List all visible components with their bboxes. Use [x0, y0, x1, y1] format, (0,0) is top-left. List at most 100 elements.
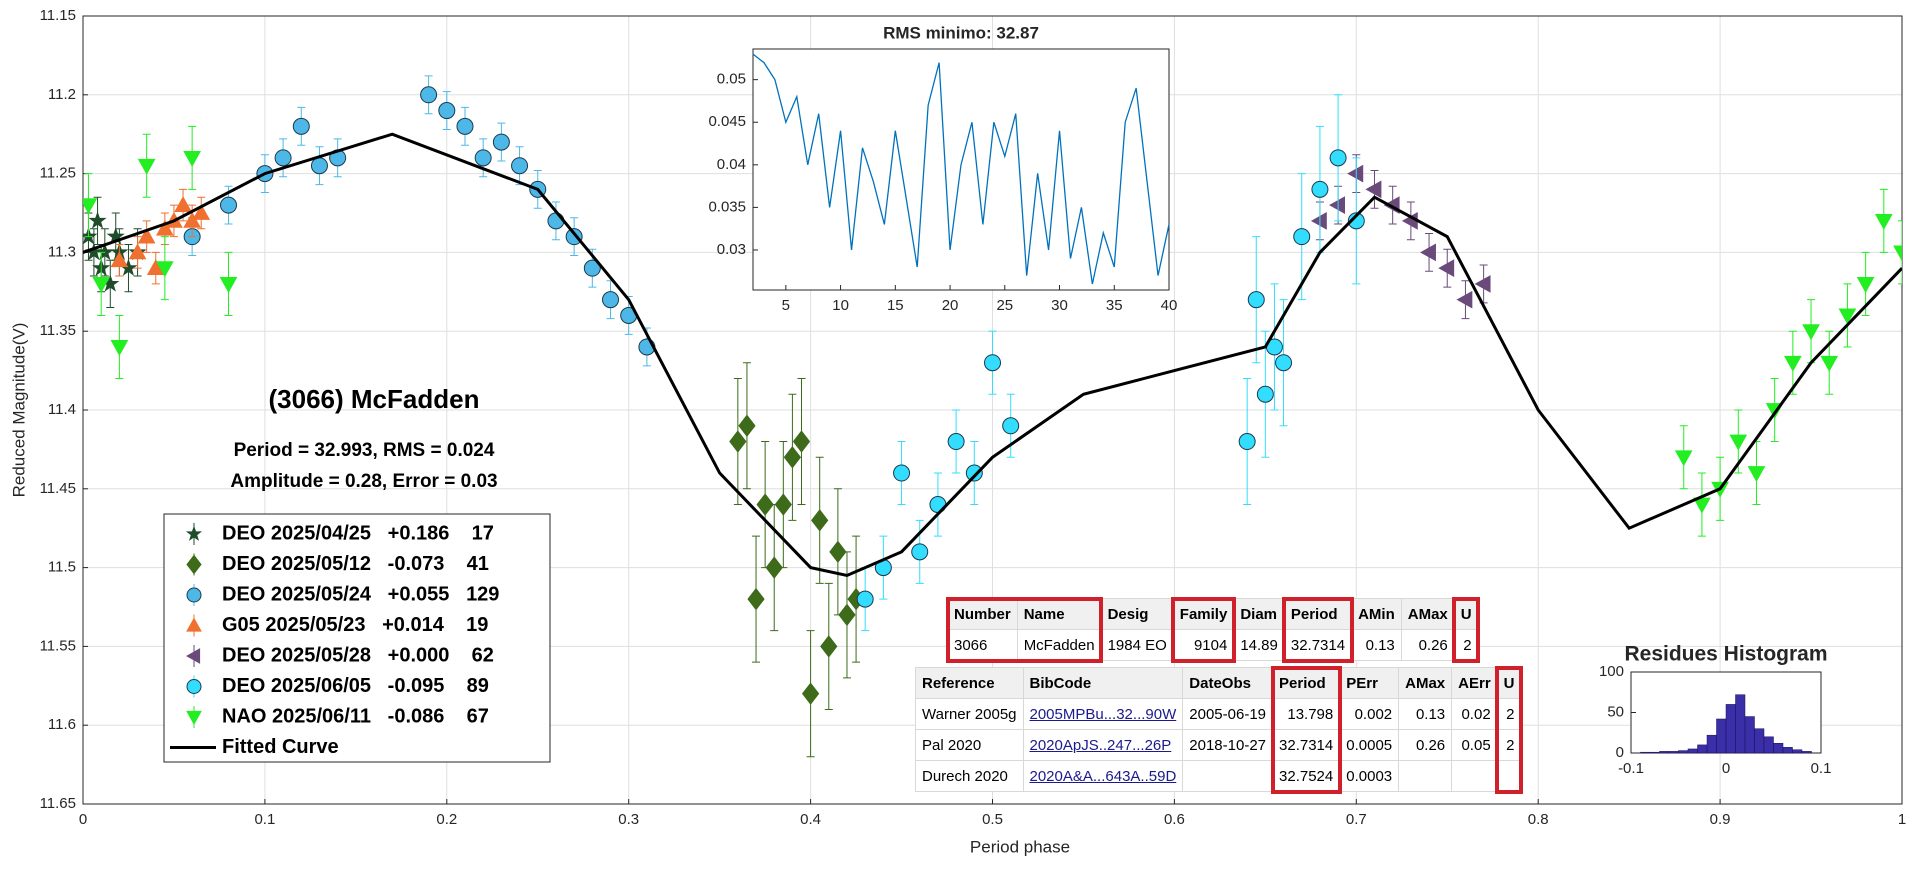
chart-title: Residues Histogram: [1624, 643, 1827, 666]
marker: [729, 430, 747, 453]
legend-marker: [186, 554, 202, 575]
x-tick-label: 0: [79, 811, 87, 828]
marker: [438, 102, 456, 119]
marker: [83, 198, 98, 215]
cell: 2005-06-19: [1182, 698, 1274, 730]
y-tick-label: 100: [1599, 663, 1624, 680]
y-tick-label: 0.045: [708, 113, 746, 130]
marker: [110, 251, 129, 268]
header-cell: Family: [1172, 598, 1235, 630]
marker: [92, 277, 111, 293]
annotation: Period = 32.993, RMS = 0.024: [234, 440, 495, 461]
x-tick-label: -0.1: [1618, 760, 1644, 777]
marker: [220, 196, 238, 214]
cell: 32.7314: [1272, 729, 1341, 761]
hist-bar: [1763, 736, 1774, 754]
marker: [547, 212, 565, 230]
cell: 32.7314: [1283, 629, 1353, 661]
cell: 13.798: [1272, 698, 1341, 730]
y-tick-label: 0.05: [717, 71, 746, 88]
x-axis-label: Period phase: [970, 837, 1070, 856]
y-tick-label: 50: [1607, 703, 1624, 720]
x-tick-label: 0.3: [618, 811, 639, 828]
marker: [492, 133, 510, 151]
y-tick-label: 0.04: [717, 156, 746, 173]
marker: [183, 150, 201, 167]
y-tick-label: 11.55: [40, 637, 76, 654]
marker: [192, 203, 211, 220]
link[interactable]: 2005MPBu...32...90W: [1022, 698, 1184, 730]
link[interactable]: 2020A&A...643A..59D: [1022, 760, 1184, 792]
hist-bar: [1649, 751, 1660, 754]
marker: [947, 433, 965, 450]
legend-marker: [186, 710, 202, 726]
cell: [1182, 760, 1274, 792]
legend-label: DEO 2025/05/24 +0.055 129: [222, 583, 499, 605]
row: Warner 2005g 2005MPBu...32...90W 2005-06-1…: [915, 698, 1522, 730]
legend-box: [163, 513, 551, 763]
header-cell: DateObs: [1182, 667, 1274, 699]
cell: 0.0003: [1339, 760, 1400, 792]
cell: 3066: [947, 629, 1018, 661]
marker: [1238, 433, 1256, 450]
legend-label: DEO 2025/05/12 -0.073 41: [222, 553, 489, 575]
marker: [856, 590, 874, 608]
header-cell: Period: [1283, 598, 1353, 630]
marker: [1729, 434, 1748, 451]
x-tick-label: 0.1: [254, 811, 275, 828]
cell: 2: [1496, 698, 1522, 730]
y-tick-label: 0: [1616, 744, 1624, 761]
header-cell: U: [1496, 667, 1522, 699]
x-tick-label: 0.1: [1811, 760, 1832, 777]
marker: [511, 157, 529, 175]
marker: [1275, 354, 1293, 372]
cell: 0.0005: [1339, 729, 1400, 761]
x-tick-label: 40: [1161, 297, 1178, 314]
header-cell: Name: [1016, 598, 1102, 630]
marker: [747, 587, 765, 611]
marker: [1420, 243, 1436, 262]
plot-data: [83, 75, 1902, 758]
header-cell: AMax: [1400, 598, 1455, 630]
y-tick-label: 11.3: [48, 243, 76, 260]
marker: [1293, 228, 1311, 246]
x-tick-label: 30: [1051, 297, 1068, 314]
marker: [783, 446, 802, 469]
x-tick-label: 5: [782, 297, 790, 314]
cell: 14.89: [1233, 629, 1285, 661]
marker: [1002, 417, 1020, 435]
cell: 1984 EO: [1100, 629, 1174, 661]
annotation: Amplitude = 0.28, Error = 0.03: [230, 471, 497, 492]
cell: Pal 2020: [915, 729, 1024, 761]
marker: [1874, 213, 1893, 230]
marker: [292, 117, 310, 135]
marker: [811, 509, 829, 532]
marker: [1329, 196, 1346, 214]
x-tick-label: 0.9: [1710, 811, 1731, 828]
y-tick-label: 11.2: [48, 86, 76, 103]
legend-marker: [186, 587, 202, 603]
cell: 0.26: [1398, 729, 1453, 761]
x-tick-label: 1: [1898, 811, 1906, 828]
header-cell: BibCode: [1022, 667, 1184, 699]
marker: [801, 682, 820, 705]
marker: [1674, 450, 1693, 467]
legend-label: G05 2025/05/23 +0.014 19: [222, 614, 488, 636]
legend-label: NAO 2025/06/11 -0.086 67: [222, 705, 489, 727]
marker: [1893, 245, 1902, 262]
x-tick-label: 0.8: [1528, 811, 1549, 828]
link[interactable]: 2020ApJS..247...26P: [1022, 729, 1184, 761]
marker: [756, 493, 774, 516]
x-tick-label: 20: [942, 297, 959, 314]
marker: [1311, 180, 1329, 198]
header-cell: U: [1453, 598, 1479, 630]
rms-line: [752, 53, 1170, 285]
cell: [1398, 760, 1453, 792]
y-tick-label: 11.25: [40, 165, 76, 182]
legend-marker: [186, 679, 202, 694]
marker: [88, 211, 107, 229]
hist-bar: [1773, 743, 1784, 754]
cell: 0.02: [1451, 698, 1498, 730]
cell: 0.13: [1398, 698, 1453, 730]
